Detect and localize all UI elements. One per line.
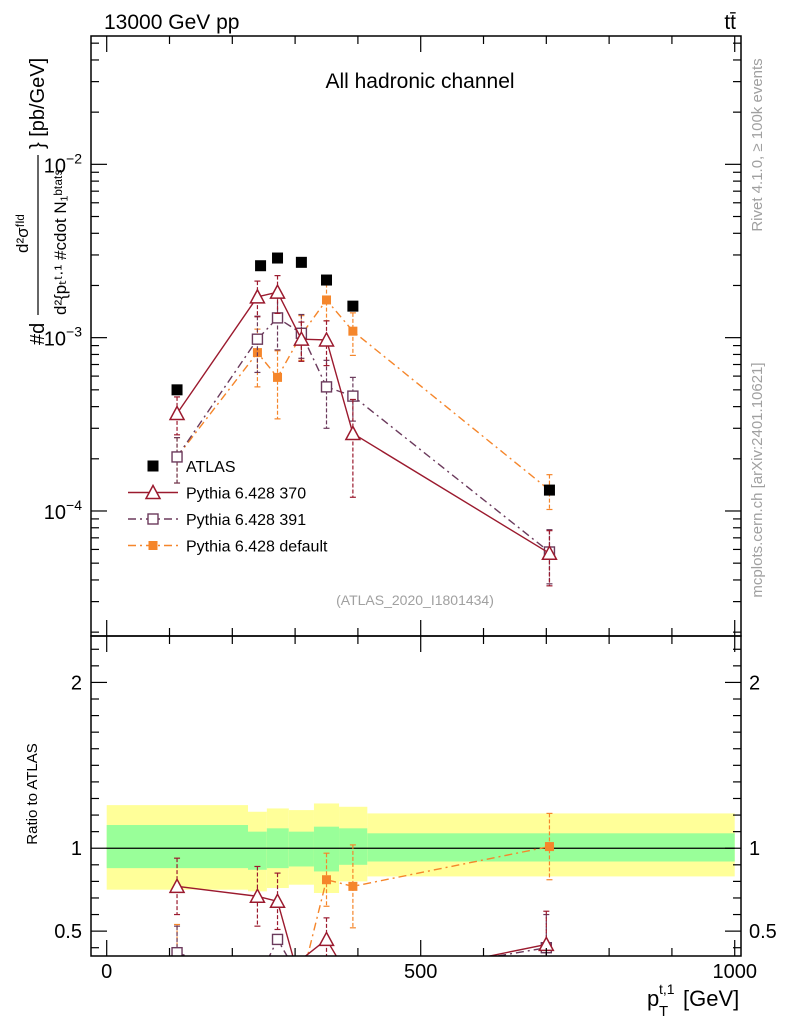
x-axis-label: p T t,1 [GeV] bbox=[647, 981, 739, 1020]
data-point bbox=[321, 274, 333, 286]
main-y-tick-label: 10−3 bbox=[44, 324, 82, 351]
main-series-layer bbox=[168, 252, 558, 587]
ratio-data-point bbox=[322, 875, 332, 885]
y-label-unit: } [pb/GeV] bbox=[27, 58, 49, 149]
data-point bbox=[293, 330, 310, 346]
rivet-version-label: Rivet 4.1.0, ≥ 100k events bbox=[749, 58, 766, 231]
x-tick-label: 1000 bbox=[712, 961, 757, 983]
ratio-y-tick-label-right: 2 bbox=[749, 672, 760, 694]
ratio-y-tick-label-right: 0.5 bbox=[749, 921, 777, 943]
main-y-axis-label: #d d²σᶠᴵᵈ d²{pₜᵗ·¹ #cdot N₁ᵇᵗᵃᵗˢ } [pb/G… bbox=[13, 58, 70, 345]
ratio-y-axis: 0.5 0.5 1 1 2 2 bbox=[54, 648, 777, 949]
main-panel: All hadronic channel (ATLAS_2020_I180143… bbox=[13, 35, 742, 637]
ratio-y-axis-label: Ratio to ATLAS bbox=[24, 743, 41, 844]
legend-marker bbox=[147, 460, 159, 472]
data-point bbox=[251, 333, 264, 345]
legend-marker bbox=[148, 541, 158, 550]
analysis-id-label: (ATLAS_2020_I1801434) bbox=[336, 592, 494, 608]
legend-marker bbox=[144, 483, 162, 500]
legend-label: Pythia 6.428 391 bbox=[186, 512, 306, 529]
ratio-uncertainty-bands bbox=[106, 803, 735, 893]
y-label-prefix: #d bbox=[27, 323, 49, 345]
legend-item: Pythia 6.428 default bbox=[128, 539, 328, 556]
ratio-band-stat bbox=[313, 826, 340, 872]
data-point bbox=[272, 252, 284, 264]
legend-label: ATLAS bbox=[186, 459, 236, 476]
legend: ATLAS Pythia 6.428 370 Pythia 6.428 391 Pyt… bbox=[128, 459, 328, 556]
y-label-numerator: d²σᶠᴵᵈ bbox=[13, 214, 32, 253]
legend-item: Pythia 6.428 391 bbox=[128, 512, 306, 529]
legend-label: Pythia 6.428 370 bbox=[186, 486, 306, 503]
data-point bbox=[344, 424, 362, 441]
ratio-data-point bbox=[544, 842, 554, 852]
x-label-unit: [GeV] bbox=[683, 986, 739, 1011]
ratio-data-point bbox=[249, 887, 266, 904]
data-point bbox=[295, 256, 307, 268]
series-pythia-6-428-370 bbox=[168, 275, 558, 587]
legend-item: ATLAS bbox=[147, 459, 236, 476]
header-collision-label: 13000 GeV pp bbox=[104, 11, 239, 34]
x-label-main: p bbox=[647, 986, 659, 1011]
data-point bbox=[271, 312, 284, 324]
x-label-subscript: T bbox=[659, 1003, 668, 1020]
ratio-plot-frame bbox=[90, 635, 742, 957]
main-y-axis: 10−4 10−3 10−2 bbox=[44, 42, 741, 633]
ratio-band-stat bbox=[288, 831, 314, 867]
legend-item: Pythia 6.428 370 bbox=[128, 483, 306, 503]
data-point bbox=[269, 283, 286, 299]
data-point bbox=[322, 295, 332, 305]
data-point bbox=[273, 372, 283, 382]
ratio-series-clip bbox=[168, 812, 555, 956]
data-point bbox=[249, 288, 266, 304]
main-plot-title: All hadronic channel bbox=[325, 70, 514, 93]
series-atlas bbox=[171, 252, 555, 496]
ratio-y-tick-label: 2 bbox=[71, 672, 82, 694]
x-tick-label: 0 bbox=[101, 961, 112, 983]
mcplots-source-label: mcplots.cern.ch [arXiv:2401.10621] bbox=[749, 362, 766, 597]
ratio-data-point bbox=[271, 933, 284, 946]
ratio-series-pythia-6-428-370 bbox=[168, 857, 555, 956]
ratio-y-tick-label: 0.5 bbox=[54, 921, 82, 943]
ratio-y-tick-label: 1 bbox=[71, 838, 82, 860]
main-series-clip bbox=[168, 252, 558, 587]
ratio-data-point bbox=[318, 930, 335, 947]
ratio-panel: 0.5 0.5 1 1 2 2 0 500 1000 Ratio to ATLAS p T t… bbox=[24, 36, 777, 1020]
data-point bbox=[255, 260, 267, 272]
data-point bbox=[171, 451, 183, 463]
main-y-tick-label: 10−4 bbox=[44, 497, 82, 524]
ratio-series-layer bbox=[168, 812, 555, 956]
data-point bbox=[318, 331, 335, 347]
ratio-data-point bbox=[269, 892, 286, 909]
ratio-data-point bbox=[171, 946, 183, 956]
data-point bbox=[168, 404, 186, 421]
data-point bbox=[348, 326, 358, 336]
ratio-data-point bbox=[348, 881, 358, 891]
data-point bbox=[320, 381, 333, 393]
legend-label: Pythia 6.428 default bbox=[186, 539, 328, 556]
ratio-data-point bbox=[168, 877, 186, 894]
data-point bbox=[171, 384, 183, 396]
x-label-superscript: t,1 bbox=[659, 981, 675, 997]
data-point bbox=[541, 544, 558, 561]
ratio-y-tick-label-right: 1 bbox=[749, 838, 760, 860]
legend-marker bbox=[147, 513, 159, 525]
main-y-tick-label: 10−2 bbox=[44, 150, 82, 177]
x-tick-label: 500 bbox=[404, 961, 437, 983]
ratio-band-stat bbox=[248, 831, 267, 870]
data-point bbox=[347, 300, 359, 312]
data-point bbox=[543, 484, 555, 496]
header-process-label: tt̄ bbox=[724, 11, 736, 34]
x-axis: 0 500 1000 bbox=[101, 36, 757, 983]
y-label-denominator: d²{pₜᵗ·¹ #cdot N₁ᵇᵗᵃᵗˢ bbox=[51, 169, 70, 315]
